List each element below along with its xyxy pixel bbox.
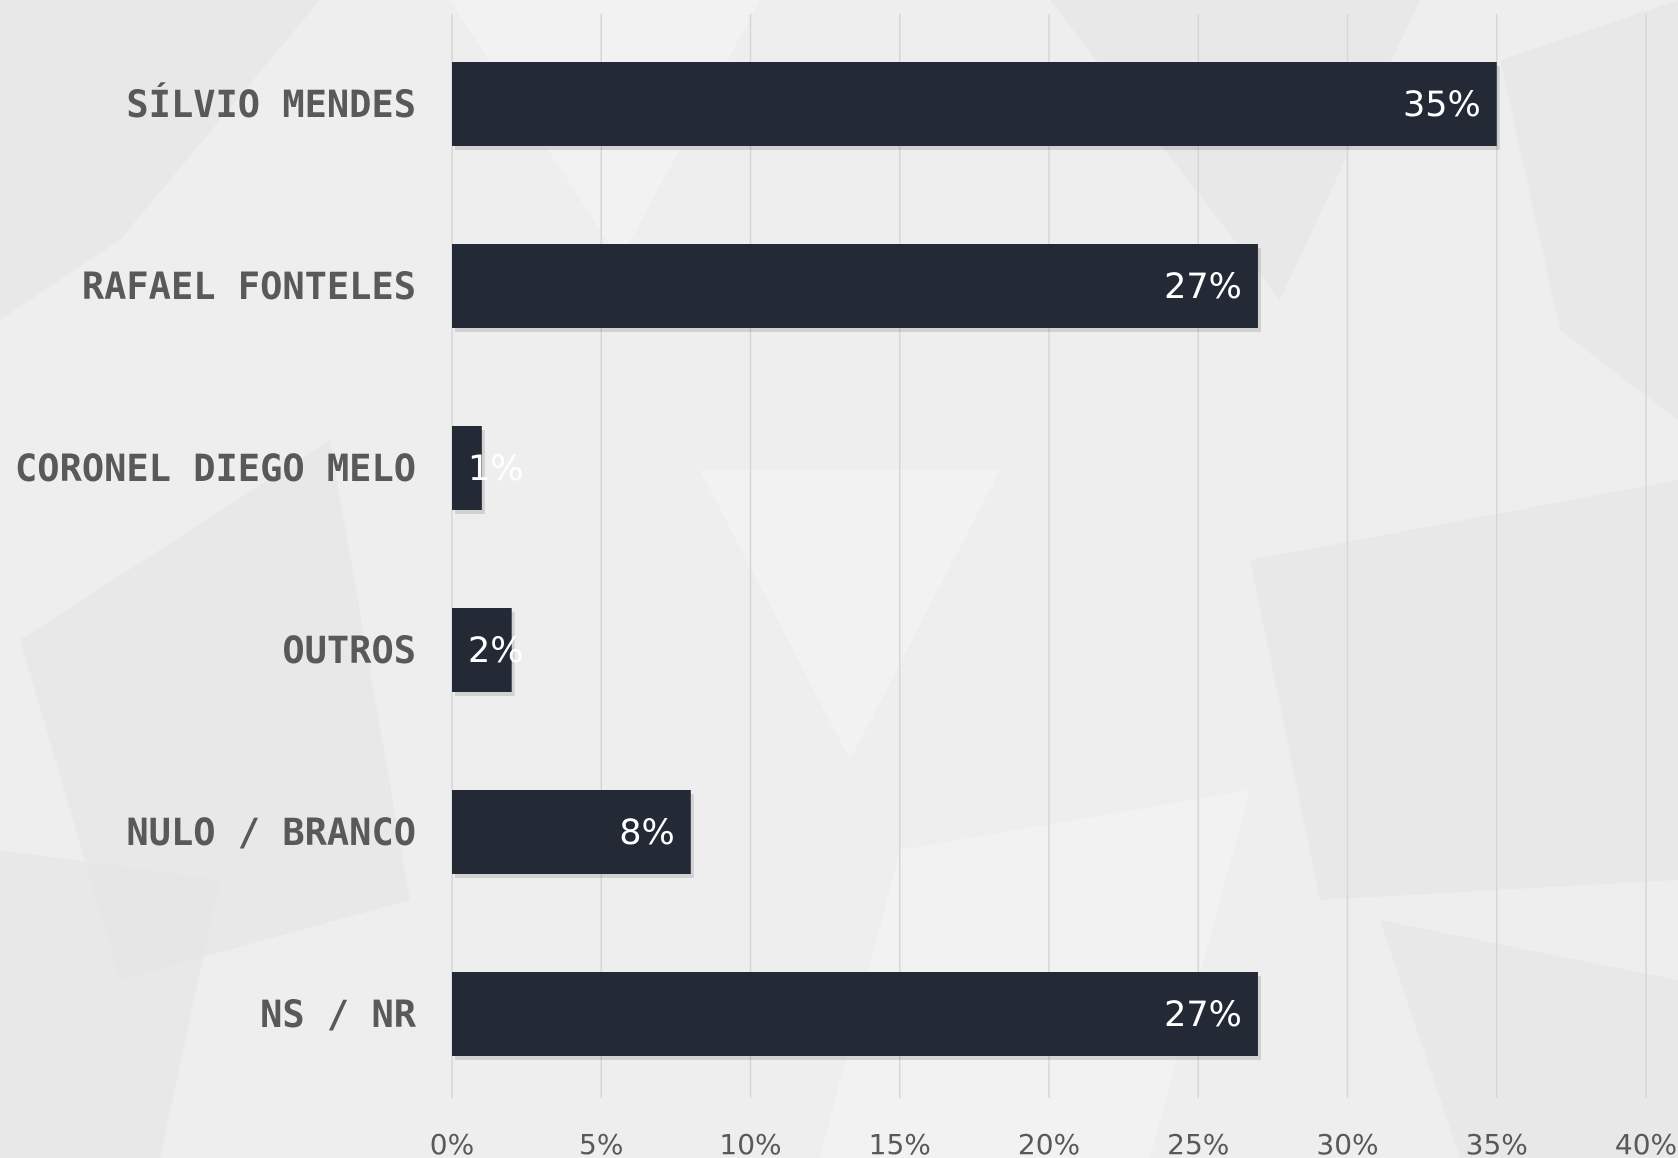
x-tick-label: 20% xyxy=(1018,1128,1080,1158)
value-label: 35% xyxy=(1403,85,1481,125)
x-tick-label: 10% xyxy=(719,1128,781,1158)
x-tick-label: 25% xyxy=(1167,1128,1229,1158)
bar xyxy=(452,608,512,692)
x-tick-label: 0% xyxy=(430,1128,474,1158)
labels: SÍLVIO MENDES 35% RAFAEL FONTELES 27% CORONE… xyxy=(15,82,1481,1036)
x-tick-label: 5% xyxy=(579,1128,623,1158)
value-label: 1% xyxy=(468,449,524,489)
value-label: 2% xyxy=(468,631,524,671)
gridlines xyxy=(451,14,1647,1098)
value-label: 27% xyxy=(1164,267,1242,307)
category-label: SÍLVIO MENDES xyxy=(126,82,416,126)
x-tick-label: 35% xyxy=(1466,1128,1528,1158)
bar xyxy=(452,62,1497,146)
category-label: CORONEL DIEGO MELO xyxy=(15,447,416,490)
category-label: RAFAEL FONTELES xyxy=(82,265,416,308)
x-tick-label: 40% xyxy=(1615,1128,1677,1158)
value-label: 27% xyxy=(1164,995,1242,1035)
value-label: 8% xyxy=(619,813,675,853)
bar xyxy=(452,244,1258,328)
bar xyxy=(452,790,691,874)
x-tick-label: 15% xyxy=(869,1128,931,1158)
x-axis-ticks: 0% 5% 10% 15% 20% 25% 30% 35% 40% xyxy=(430,1128,1677,1158)
category-label: NS / NR xyxy=(260,993,417,1036)
bar xyxy=(452,972,1258,1056)
x-tick-label: 30% xyxy=(1316,1128,1378,1158)
category-label: NULO / BRANCO xyxy=(126,811,416,854)
bar xyxy=(452,426,482,510)
category-label: OUTROS xyxy=(282,629,416,672)
bars xyxy=(452,62,1500,1060)
